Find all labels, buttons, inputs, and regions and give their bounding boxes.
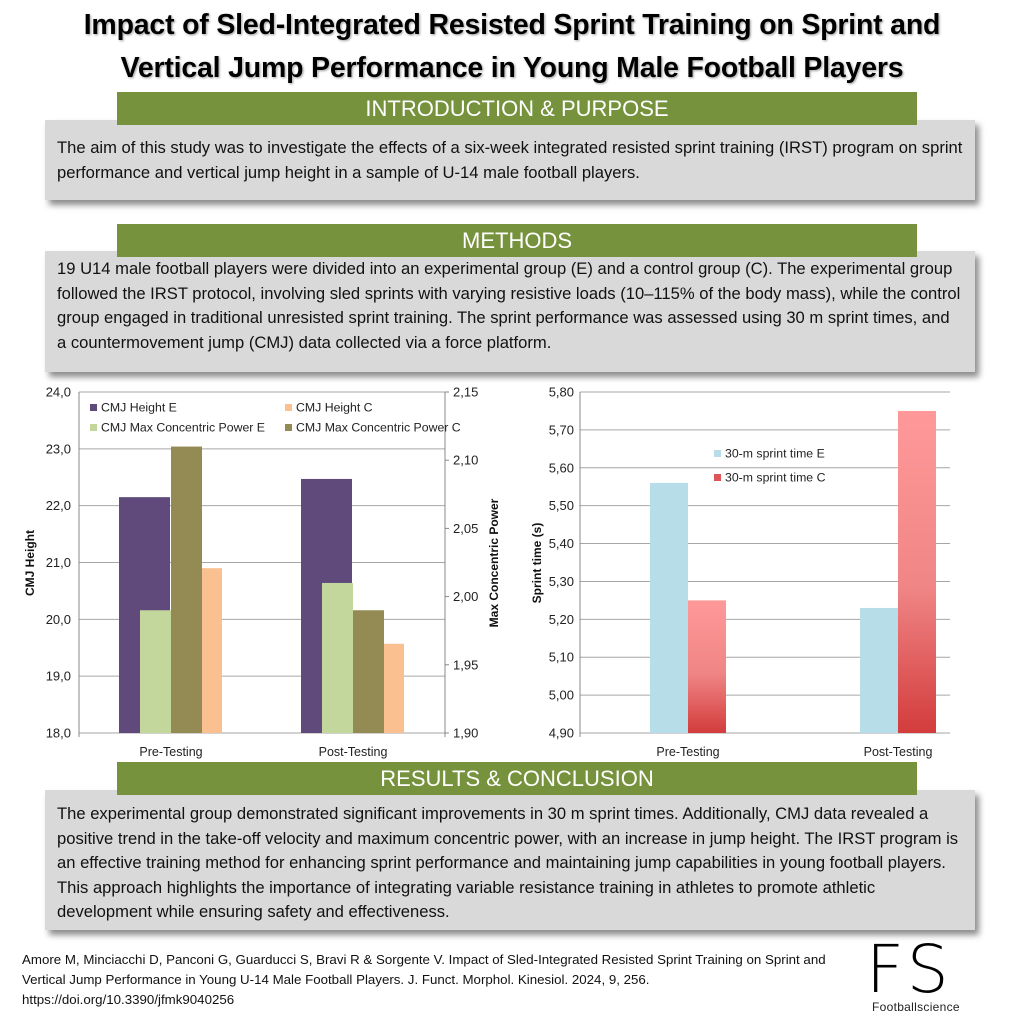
legend-swatch <box>714 450 721 457</box>
right-axis-tick-label: 1,90 <box>453 726 478 741</box>
citation: Amore M, Minciacchi D, Panconi G, Guardu… <box>22 952 826 1007</box>
bar-30-m-sprint-time-c <box>898 410 936 733</box>
cmj-chart: 18,0 19,0 20,0 21,0 22,0 23,0 24,0 1,90 1,95 2,00… <box>23 385 501 760</box>
y-axis-title: Sprint time (s) <box>530 523 544 604</box>
x-axis-tick-label: Pre-Testing <box>656 745 719 759</box>
legend-label: CMJ Height C <box>296 401 373 415</box>
legend-swatch <box>285 404 292 411</box>
sprint-chart: 4,90 5,00 5,10 5,20 5,30 5,40 5,50 5,60 5,70 5,80… <box>530 385 950 759</box>
y-axis-tick-label: 4,90 <box>549 726 574 741</box>
x-axis-tick-label: Post-Testing <box>864 745 933 759</box>
left-axis-tick-label: 24,0 <box>46 385 71 400</box>
introduction-heading: INTRODUCTION & PURPOSE <box>117 92 917 125</box>
legend-swatch <box>90 424 97 431</box>
y-axis-tick-label: 5,70 <box>549 422 574 437</box>
x-axis-tick-label: Post-Testing <box>319 745 388 759</box>
legend-label: CMJ Max Concentric Power C <box>296 421 461 435</box>
right-axis-tick-label: 2,05 <box>453 521 478 536</box>
logo-mark: FS <box>866 931 953 1008</box>
title-line-2: Vertical Jump Performance in Young Male … <box>120 52 904 84</box>
y-axis-tick-label: 5,50 <box>549 498 574 513</box>
left-axis-title: CMJ Height <box>23 530 37 596</box>
bar-30-m-sprint-time-c <box>688 600 726 733</box>
right-axis-tick-label: 2,00 <box>453 589 478 604</box>
legend-label: CMJ Max Concentric Power E <box>101 421 265 435</box>
left-axis-tick-label: 20,0 <box>46 612 71 627</box>
right-axis-title: Max Concentric Power <box>487 498 501 627</box>
results-heading: RESULTS & CONCLUSION <box>117 762 917 795</box>
right-axis-tick-label: 1,95 <box>453 657 478 672</box>
legend-swatch <box>90 404 97 411</box>
bar-cmj-max-concentric-power-e <box>140 610 171 733</box>
title-line-1: Impact of Sled-Integrated Resisted Sprin… <box>83 9 941 41</box>
legend-label: CMJ Height E <box>101 401 177 415</box>
y-axis-tick-label: 5,10 <box>549 650 574 665</box>
bar-cmj-max-concentric-power-e <box>322 582 353 733</box>
poster-title: Impact of Sled-Integrated Resisted Sprin… <box>0 4 1024 90</box>
results-text: The experimental group demonstrated sign… <box>45 790 975 930</box>
methods-text: 19 U14 male football players were divide… <box>45 251 975 372</box>
legend-label: 30-m sprint time E <box>725 447 825 461</box>
right-axis-tick-label: 2,10 <box>453 453 478 468</box>
y-axis-tick-label: 5,80 <box>549 385 574 400</box>
left-axis-tick-label: 23,0 <box>46 441 71 456</box>
left-axis-tick-label: 18,0 <box>46 726 71 741</box>
y-axis-tick-label: 5,20 <box>549 612 574 627</box>
bar-30-m-sprint-time-e <box>860 607 898 733</box>
legend-swatch <box>285 424 292 431</box>
legend-swatch <box>714 474 721 481</box>
y-axis-tick-label: 5,40 <box>549 536 574 551</box>
right-axis-tick-label: 2,15 <box>453 385 478 400</box>
y-axis-tick-label: 5,00 <box>549 688 574 703</box>
y-axis-tick-label: 5,30 <box>549 574 574 589</box>
bar-cmj-max-concentric-power-c <box>353 610 384 733</box>
x-axis-tick-label: Pre-Testing <box>139 745 202 759</box>
y-axis-tick-label: 5,60 <box>549 460 574 475</box>
bar-30-m-sprint-time-e <box>650 482 688 733</box>
methods-heading: METHODS <box>117 224 917 257</box>
left-axis-tick-label: 19,0 <box>46 669 71 684</box>
left-axis-tick-label: 22,0 <box>46 498 71 513</box>
bar-cmj-max-concentric-power-c <box>171 446 202 733</box>
footballscience-logo: FS Footballscience <box>866 931 986 1015</box>
left-axis-tick-label: 21,0 <box>46 555 71 570</box>
introduction-text: The aim of this study was to investigate… <box>45 120 975 200</box>
logo-name: Footballscience <box>872 1000 960 1014</box>
legend-label: 30-m sprint time C <box>725 471 826 485</box>
